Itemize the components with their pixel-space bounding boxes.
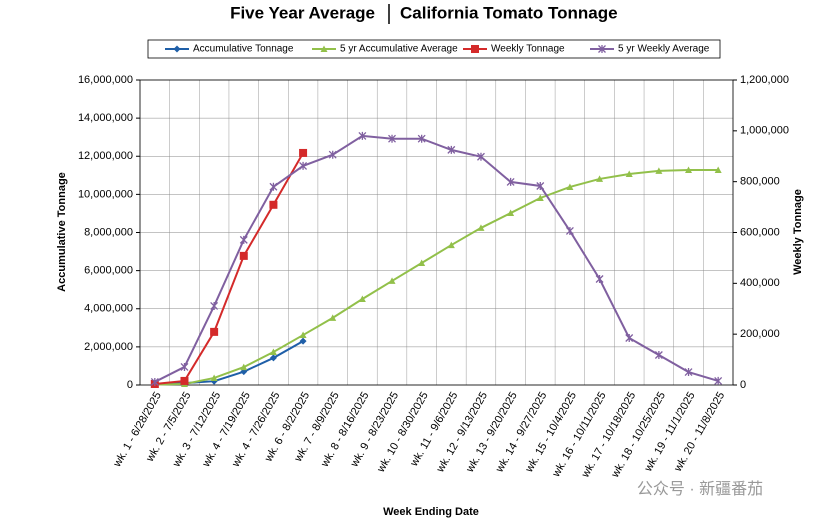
- data-point: [239, 235, 248, 244]
- chart-title: Five Year Average: [230, 3, 375, 22]
- y-axis-title: Accumulative Tonnage: [56, 172, 68, 292]
- y-tick-label: 12,000,000: [78, 150, 133, 162]
- series-line: [154, 134, 719, 383]
- data-point: [180, 362, 189, 371]
- data-point: [210, 327, 219, 336]
- data-point: [239, 251, 248, 260]
- series-line: [154, 168, 719, 386]
- y-tick-label: 6,000,000: [84, 265, 133, 277]
- x-tick-label: wk. 18 - 10/25/2025: [609, 390, 668, 481]
- data-point: [329, 314, 337, 321]
- data-point: [210, 374, 218, 381]
- data-point: [596, 175, 604, 182]
- y-tick-label: 4,000,000: [84, 303, 133, 315]
- data-point: [358, 131, 367, 140]
- y2-tick-label: 1,200,000: [740, 74, 789, 86]
- data-point: [180, 376, 189, 385]
- y2-tick-label: 1,000,000: [740, 125, 789, 137]
- chart-subtitle: California Tomato Tonnage: [400, 3, 618, 22]
- y2-tick-label: 800,000: [740, 176, 780, 188]
- data-point: [477, 224, 485, 231]
- legend-label: Weekly Tonnage: [491, 44, 565, 55]
- legend-marker: [173, 45, 181, 53]
- x-axis-title: Week Ending Date: [383, 506, 479, 518]
- data-point: [299, 148, 308, 157]
- data-point: [684, 368, 693, 377]
- data-point: [417, 134, 426, 143]
- data-point: [358, 295, 366, 303]
- y2-tick-label: 0: [740, 379, 746, 391]
- y-tick-label: 10,000,000: [78, 188, 133, 200]
- data-point: [655, 167, 663, 174]
- data-point: [714, 376, 723, 385]
- legend-marker: [471, 45, 479, 53]
- data-point: [388, 134, 396, 143]
- data-point: [625, 333, 634, 342]
- y2-axis-title: Weekly Tonnage: [792, 189, 804, 275]
- y2-tick-label: 200,000: [740, 328, 780, 340]
- data-point: [388, 277, 396, 284]
- data-point: [477, 152, 485, 161]
- data-point: [269, 354, 277, 362]
- y2-tick-label: 600,000: [740, 226, 780, 238]
- data-point: [299, 337, 307, 345]
- legend-marker: [320, 45, 328, 52]
- data-point: [506, 177, 515, 186]
- data-point: [536, 181, 545, 190]
- data-point: [507, 209, 515, 217]
- data-point: [418, 259, 426, 266]
- data-point: [210, 301, 219, 310]
- data-point: [240, 363, 248, 371]
- y-tick-label: 2,000,000: [84, 341, 133, 353]
- y-tick-label: 14,000,000: [78, 112, 133, 124]
- series-line: [154, 152, 304, 385]
- data-point: [299, 161, 308, 170]
- plot-frame: [139, 79, 734, 386]
- x-tick-label: wk. 16 - 10/11/2025: [550, 390, 609, 480]
- data-point: [685, 166, 693, 173]
- watermark: 公众号 · 新疆番茄: [637, 480, 763, 498]
- data-point: [536, 194, 544, 201]
- y-tick-label: 16,000,000: [78, 74, 133, 86]
- y2-tick-label: 400,000: [740, 277, 780, 289]
- data-point: [328, 150, 337, 159]
- x-tick-label: wk. 17 - 10/18/2025: [579, 390, 638, 481]
- data-point: [447, 145, 456, 154]
- legend-label: 5 yr Weekly Average: [618, 44, 710, 55]
- data-point: [269, 200, 278, 209]
- legend-box: [147, 39, 721, 59]
- data-point: [565, 226, 574, 235]
- data-point: [566, 183, 574, 190]
- y-tick-label: 8,000,000: [84, 226, 133, 238]
- data-point: [447, 241, 455, 249]
- data-point: [625, 170, 633, 177]
- data-point: [299, 331, 307, 339]
- data-point: [269, 182, 278, 191]
- legend-marker: [598, 45, 606, 53]
- data-point: [595, 275, 604, 284]
- data-point: [269, 348, 277, 356]
- data-point: [150, 377, 159, 386]
- legend-label: 5 yr Accumulative Average: [340, 44, 458, 55]
- data-point: [714, 166, 722, 173]
- data-point: [654, 351, 663, 360]
- y-tick-label: 0: [127, 379, 133, 391]
- legend-label: Accumulative Tonnage: [193, 44, 294, 55]
